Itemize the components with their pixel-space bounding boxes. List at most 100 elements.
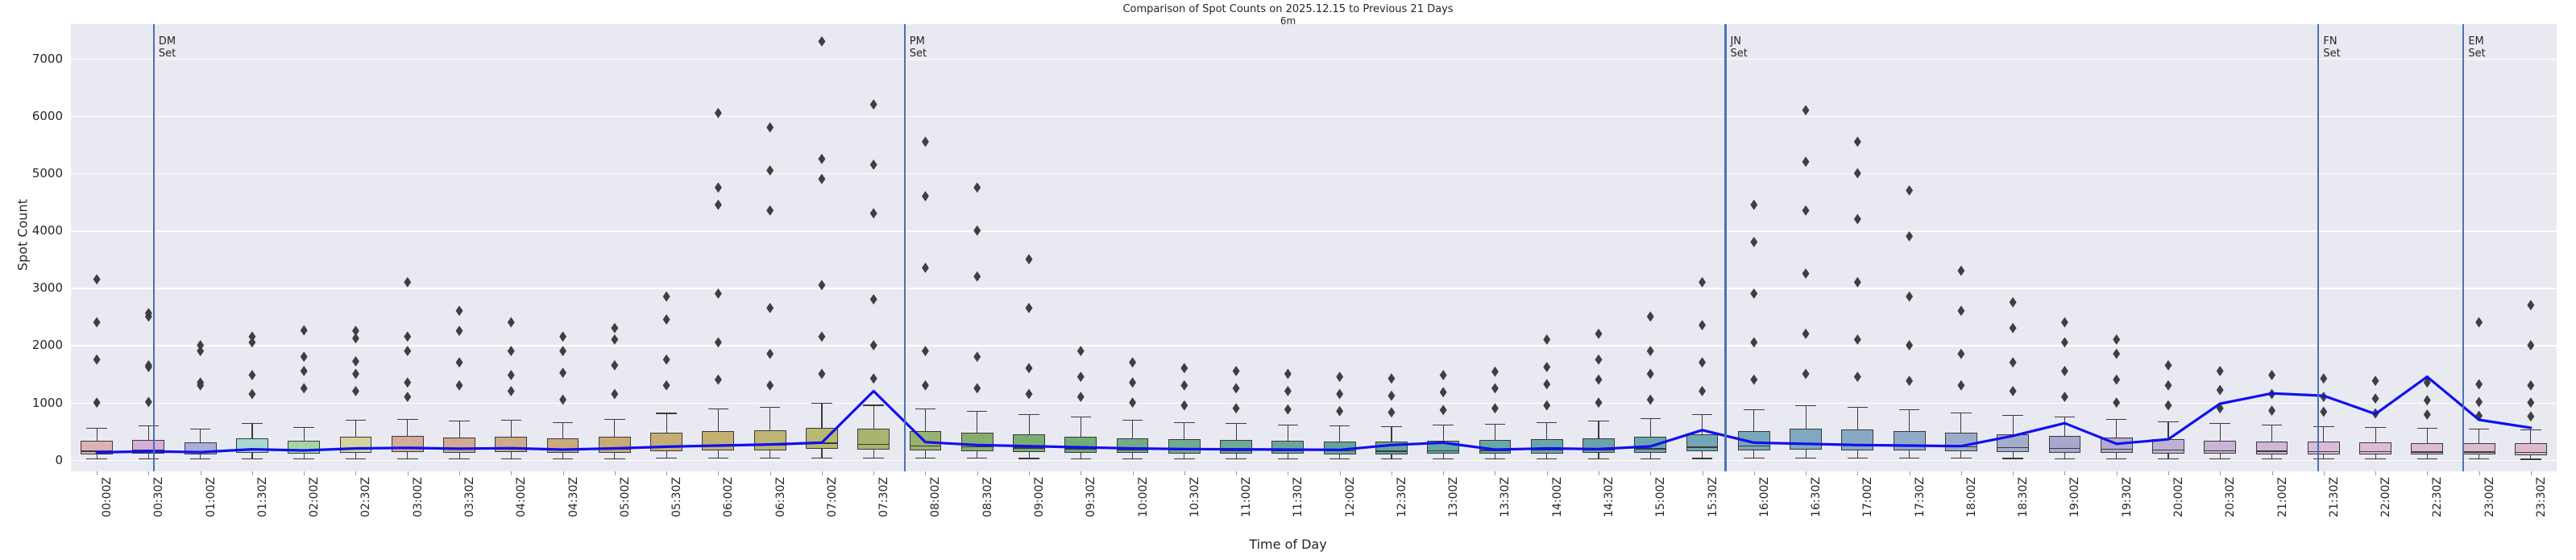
whisker-upper [821, 402, 823, 428]
outlier-diamond [1853, 334, 1861, 345]
outlier-diamond [2009, 297, 2017, 308]
outlier-diamond [1388, 373, 1396, 384]
x-tick-label: 16:30Z [1810, 477, 1823, 517]
boxplot-median [960, 446, 993, 448]
outlier-diamond [2060, 337, 2068, 348]
outlier-diamond [1750, 288, 1758, 299]
cap-upper [86, 427, 107, 429]
whisker-upper [1339, 425, 1341, 442]
x-tick-label: 13:30Z [1499, 477, 1512, 517]
outlier-diamond [611, 322, 619, 334]
whisker-lower [1391, 454, 1392, 459]
cap-upper [552, 421, 574, 423]
outlier-diamond [973, 182, 981, 193]
whisker-lower [1702, 451, 1703, 458]
x-tick-label: 06:30Z [774, 477, 787, 517]
x-tick-label: 12:00Z [1343, 477, 1357, 517]
whisker-lower [1598, 453, 1599, 458]
x-tick-mark [1029, 471, 1030, 475]
outlier-diamond [1284, 368, 1292, 380]
outlier-diamond [921, 262, 929, 273]
whisker-lower [873, 450, 874, 458]
title-block: Comparison of Spot Counts on 2025.12.15 … [0, 3, 2576, 27]
outlier-diamond [351, 385, 359, 396]
outlier-diamond [818, 368, 826, 380]
outlier-diamond [197, 377, 205, 388]
outlier-diamond [2268, 369, 2275, 380]
outlier-diamond [1699, 357, 1707, 368]
whisker-lower [2271, 454, 2273, 459]
x-tick-label: 02:00Z [308, 477, 321, 517]
x-tick-mark [769, 471, 771, 475]
whisker-upper [1132, 419, 1134, 438]
cap-upper [2158, 421, 2179, 423]
outlier-diamond [93, 274, 101, 285]
x-tick-mark [821, 471, 823, 475]
outlier-diamond [1025, 254, 1033, 265]
x-tick-mark [1650, 471, 1652, 475]
outlier-diamond [2475, 410, 2483, 421]
outlier-diamond [869, 339, 877, 351]
outlier-diamond [869, 159, 877, 170]
outlier-diamond [404, 392, 412, 402]
cap-lower [345, 458, 367, 459]
x-tick-mark [2013, 471, 2014, 475]
outlier-diamond [455, 326, 463, 337]
outlier-diamond [1802, 368, 1810, 380]
whisker-upper [2426, 428, 2428, 443]
outlier-diamond [1388, 390, 1396, 401]
cap-lower [1588, 458, 1609, 459]
outlier-diamond [714, 337, 722, 348]
cap-lower [1226, 458, 1247, 460]
cap-lower [2054, 458, 2076, 459]
whisker-upper [1805, 405, 1807, 429]
boxplot-median [2100, 448, 2133, 450]
outlier-diamond [1076, 371, 1085, 383]
gridline [71, 459, 2557, 462]
whisker-upper [1391, 425, 1392, 442]
x-tick-label: 20:30Z [2224, 477, 2238, 517]
cap-upper [2520, 429, 2541, 431]
whisker-lower [407, 451, 409, 458]
outlier-diamond [1595, 328, 1603, 339]
boxplot-box [1841, 429, 1874, 450]
x-tick-mark [1184, 471, 1185, 475]
boxplot-median [2307, 450, 2340, 452]
whisker-upper [355, 419, 357, 438]
outlier-diamond [300, 383, 308, 394]
cap-lower [1122, 458, 1143, 459]
outlier-diamond [818, 35, 826, 47]
outlier-diamond [611, 334, 619, 345]
whisker-lower [1235, 453, 1237, 458]
outlier-diamond [973, 225, 981, 236]
x-tick-mark [2064, 471, 2066, 475]
outlier-diamond [766, 122, 774, 133]
outlier-diamond [1750, 199, 1758, 210]
boxplot-median [2048, 447, 2081, 450]
x-tick-label: 01:30Z [255, 477, 269, 517]
whisker-upper [2323, 425, 2325, 442]
whisker-upper [1753, 409, 1755, 432]
outlier-diamond [144, 308, 152, 319]
cap-lower [2261, 458, 2283, 460]
outlier-diamond [921, 346, 929, 357]
whisker-lower [2323, 454, 2325, 459]
x-tick-mark [2530, 471, 2532, 475]
whisker-lower [1960, 451, 1962, 458]
x-tick-label: 18:00Z [1964, 477, 1978, 517]
outlier-diamond [1853, 214, 1861, 225]
cap-lower [1329, 458, 1350, 460]
cap-upper [1847, 407, 1869, 409]
boxplot-median [2204, 450, 2237, 452]
outlier-diamond [1906, 291, 1914, 302]
whisker-upper [303, 426, 305, 441]
outlier-diamond [714, 288, 722, 299]
x-tick-label: 22:30Z [2431, 477, 2445, 517]
x-tick-label: 04:30Z [566, 477, 580, 517]
boxplot-box [702, 431, 735, 451]
whisker-upper [1235, 423, 1237, 440]
whisker-lower [2219, 454, 2221, 458]
whisker-lower [1649, 452, 1651, 458]
whisker-upper [562, 421, 564, 439]
outlier-diamond [818, 153, 826, 164]
